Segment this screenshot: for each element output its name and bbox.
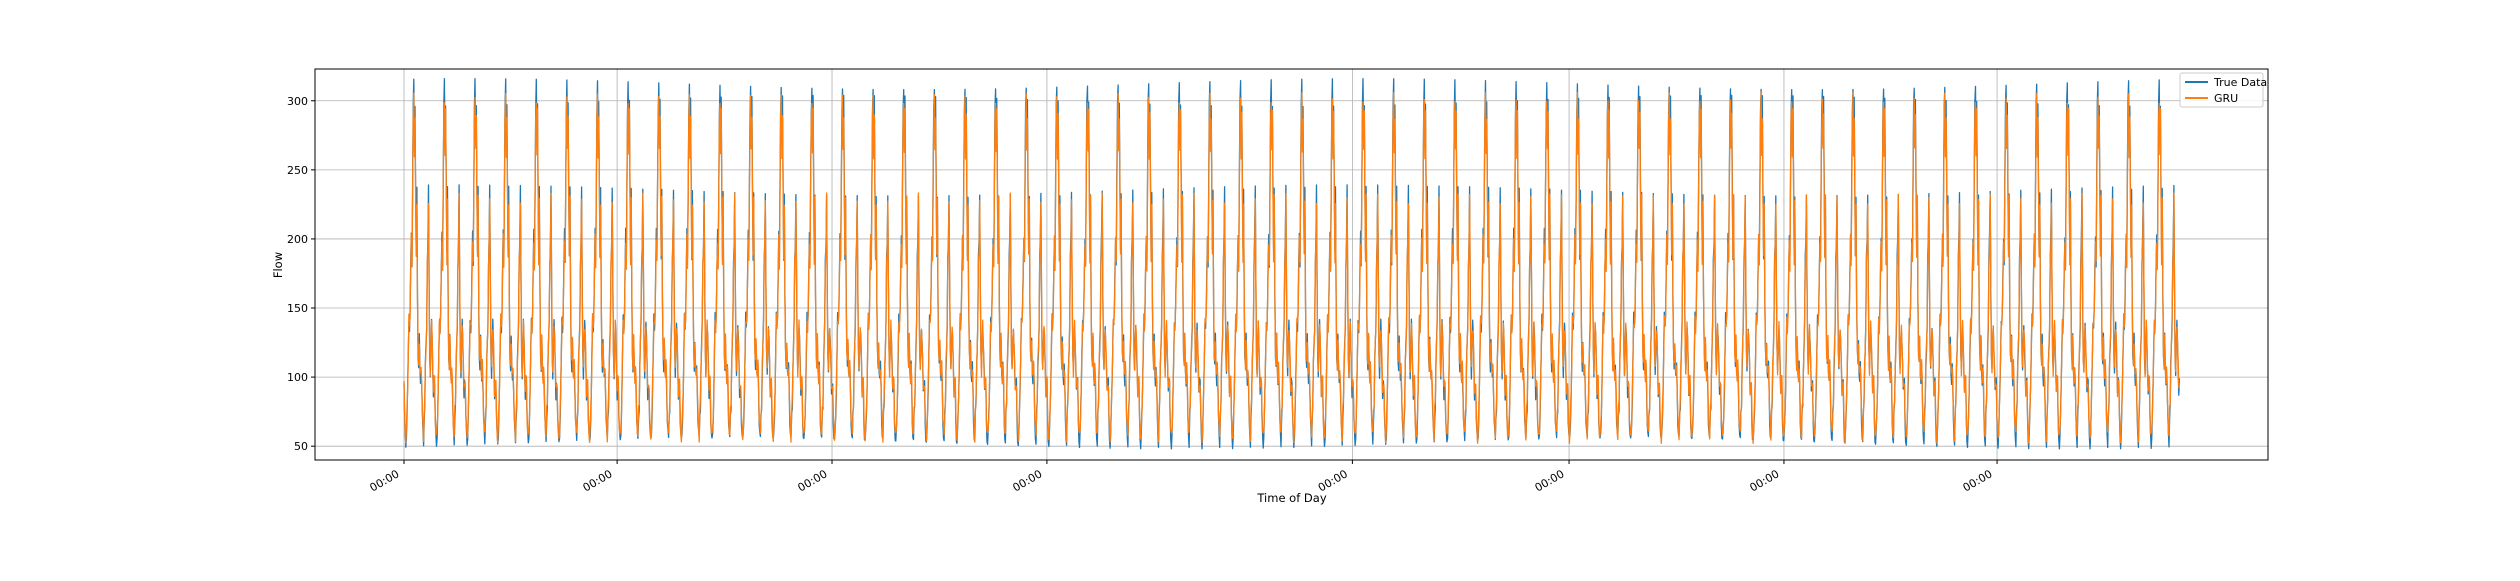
x-tick-label: 00:00 bbox=[1961, 467, 1995, 494]
y-tick-label: 50 bbox=[294, 440, 308, 453]
x-tick-label: 00:00 bbox=[368, 467, 402, 494]
x-tick-label: 00:00 bbox=[581, 467, 615, 494]
y-tick-label: 100 bbox=[287, 371, 308, 384]
plot-frame bbox=[314, 68, 2269, 461]
y-axis-label: Flow bbox=[271, 252, 285, 278]
legend-label-true-data: True Data bbox=[2213, 76, 2267, 89]
x-tick-label: 00:00 bbox=[1010, 467, 1044, 494]
x-tick-label: 00:00 bbox=[796, 467, 830, 494]
y-tick-label: 150 bbox=[287, 302, 308, 315]
x-tick-label: 00:00 bbox=[1747, 467, 1781, 494]
y-tick-label: 250 bbox=[287, 164, 308, 177]
y-tick-label: 300 bbox=[287, 95, 308, 108]
gru-series-line bbox=[403, 91, 2181, 445]
series-lines bbox=[403, 78, 2181, 450]
x-tick-label: 00:00 bbox=[1533, 467, 1567, 494]
x-axis-label: Time of Day bbox=[1256, 491, 1326, 505]
legend: True Data GRU bbox=[2179, 72, 2267, 108]
x-axis-ticks: 00:00 00:00 00:00 00:00 00:00 00:00 00:00 00:00 bbox=[368, 460, 1998, 494]
y-axis-ticks: 50 100 150 200 250 300 bbox=[287, 95, 315, 453]
y-tick-label: 200 bbox=[287, 233, 308, 246]
legend-label-gru: GRU bbox=[2214, 92, 2238, 105]
